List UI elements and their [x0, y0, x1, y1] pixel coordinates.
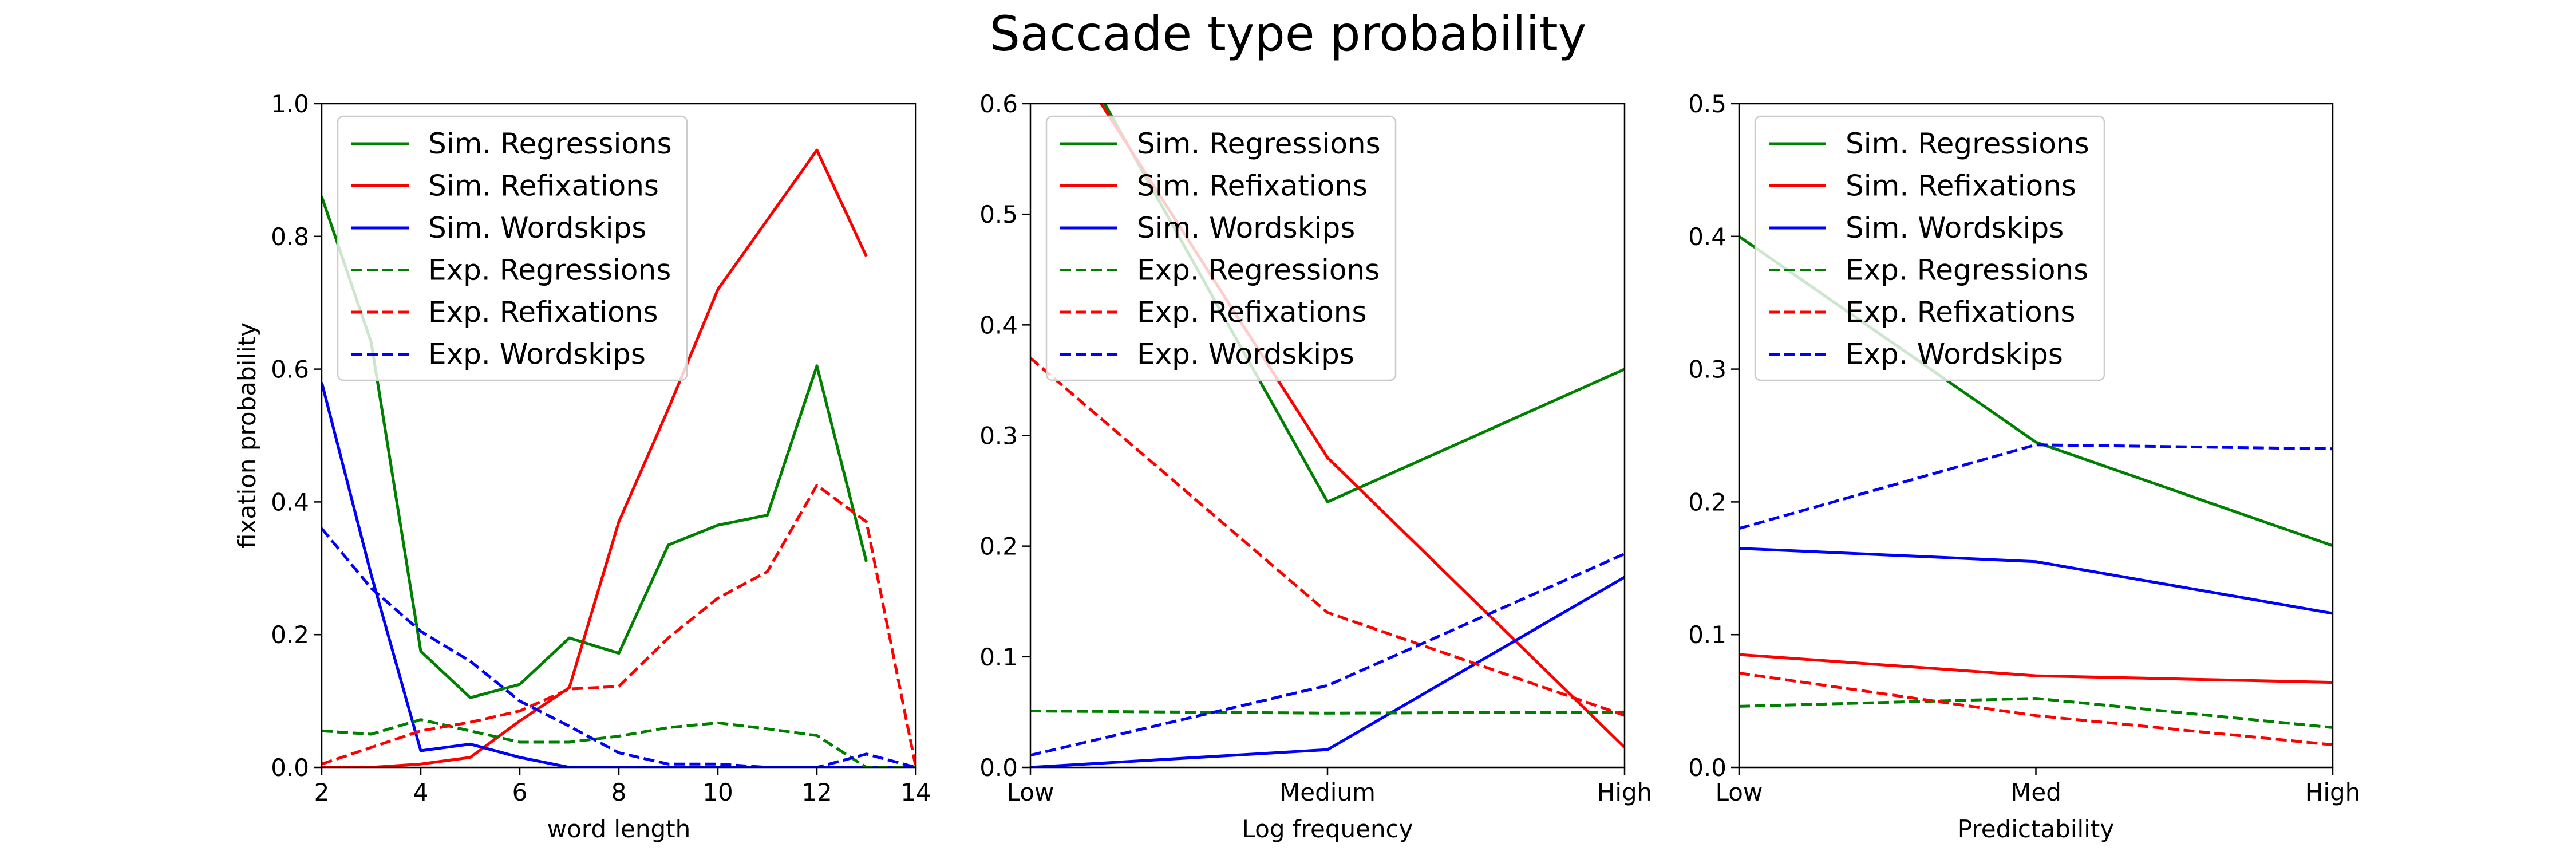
series-exp-regressions [322, 718, 916, 767]
x-tick-label: Med [2010, 778, 2061, 806]
series-exp-wordskips [1030, 552, 1625, 757]
legend-label: Sim. Refixations [1846, 170, 2076, 203]
x-tick-label: Low [1716, 778, 1763, 806]
x-tick-label: 4 [413, 778, 429, 806]
legend-label: Sim. Regressions [1137, 127, 1381, 160]
y-tick-label: 0.6 [979, 90, 1018, 118]
legend-label: Exp. Regressions [1137, 254, 1380, 287]
legend: Sim. Regressions Sim. Refixations Sim. Wor… [1045, 115, 1397, 381]
x-tick-label: High [1597, 778, 1653, 806]
x-tick-label: Medium [1279, 778, 1376, 806]
panels: 2 4 6 8 10 12 14 0.0 0.2 0.4 0.6 0.8 1.0 word length f… [233, 90, 2360, 843]
y-tick-label: 0.2 [271, 621, 309, 649]
y-tick-label: 0.5 [1688, 90, 1726, 118]
series-sim-wordskips [1739, 547, 2333, 615]
series-exp-refixations [1030, 357, 1625, 717]
series-exp-wordskips [1739, 443, 2333, 530]
y-tick-label: 0.0 [979, 754, 1018, 782]
y-tick-label: 0.4 [979, 311, 1018, 339]
y-axis-label: fixation probability [233, 322, 261, 549]
figure-title: Saccade type probability [990, 6, 1587, 62]
y-tick-label: 0.8 [271, 223, 309, 251]
y-tick-label: 0.0 [1688, 754, 1726, 782]
series-lines [322, 148, 916, 767]
series-sim-wordskips [322, 382, 916, 767]
series-lines [1030, 104, 1625, 767]
x-axis-label: Predictability [1958, 815, 2114, 843]
legend-label: Exp. Wordskips [428, 338, 646, 371]
legend-box [1754, 115, 2105, 381]
legend-label: Exp. Refixations [1137, 295, 1367, 329]
series-sim-refixations [322, 148, 868, 767]
legend-label: Exp. Regressions [1846, 254, 2088, 287]
y-tick-label: 0.4 [1688, 223, 1726, 251]
x-tick-label: 10 [702, 778, 733, 806]
x-tick-label: High [2305, 778, 2361, 806]
series-exp-refixations [322, 483, 916, 767]
x-axis-label: word length [547, 815, 690, 843]
series-exp-wordskips [322, 527, 916, 767]
legend: Sim. Regressions Sim. Refixations Sim. Wor… [337, 115, 688, 381]
y-tick-label: 0.2 [979, 533, 1018, 561]
legend-label: Sim. Wordskips [1137, 211, 1355, 245]
x-tick-label: 12 [801, 778, 832, 806]
x-tick-label: 2 [314, 778, 330, 806]
y-tick-label: 0.3 [1688, 356, 1726, 384]
legend-label: Exp. Refixations [1846, 295, 2076, 329]
x-tick-label: Low [1007, 778, 1054, 806]
series-sim-refixations [1739, 653, 2333, 684]
y-tick-label: 0.6 [271, 356, 309, 384]
chart-panel-1: 2 4 6 8 10 12 14 0.0 0.2 0.4 0.6 0.8 1.0 word length f… [233, 90, 931, 843]
x-tick-label: 14 [900, 778, 931, 806]
series-exp-regressions [1739, 697, 2333, 729]
y-tick-label: 0.4 [271, 488, 309, 516]
legend-label: Sim. Regressions [428, 127, 672, 160]
y-tick-label: 0.1 [1688, 621, 1726, 649]
series-exp-refixations [1739, 671, 2333, 747]
legend-label: Sim. Refixations [428, 170, 659, 203]
legend-label: Exp. Regressions [428, 254, 671, 287]
series-exp-regressions [1030, 710, 1625, 715]
y-tick-label: 0.2 [1688, 488, 1726, 516]
x-tick-label: 8 [611, 778, 627, 806]
x-axis-label: Log frequency [1242, 815, 1413, 843]
legend-label: Sim. Regressions [1846, 127, 2089, 160]
series-sim-regressions [322, 196, 868, 699]
y-tick-label: 0.0 [271, 754, 309, 782]
legend: Sim. Regressions Sim. Refixations Sim. Wor… [1754, 115, 2105, 381]
y-tick-label: 0.1 [979, 643, 1018, 671]
y-tick-label: 1.0 [271, 90, 309, 118]
legend-label: Exp. Wordskips [1846, 338, 2063, 371]
legend-label: Sim. Wordskips [1846, 211, 2064, 245]
legend-label: Sim. Wordskips [428, 211, 646, 245]
legend-box [337, 115, 688, 381]
legend-label: Exp. Refixations [428, 295, 658, 329]
y-tick-label: 0.5 [979, 200, 1018, 228]
chart-panel-3: Low Med High 0.0 0.1 0.2 0.3 0.4 0.5 Predictabili… [1688, 90, 2360, 843]
series-sim-wordskips [1030, 576, 1625, 767]
x-tick-label: 6 [512, 778, 528, 806]
legend-box [1045, 115, 1397, 381]
legend-label: Exp. Wordskips [1137, 338, 1354, 371]
legend-label: Sim. Refixations [1137, 170, 1368, 203]
chart-panel-2: Low Medium High 0.0 0.1 0.2 0.3 0.4 0.5 0.6 Log fr… [979, 90, 1653, 843]
y-tick-label: 0.3 [979, 422, 1018, 450]
